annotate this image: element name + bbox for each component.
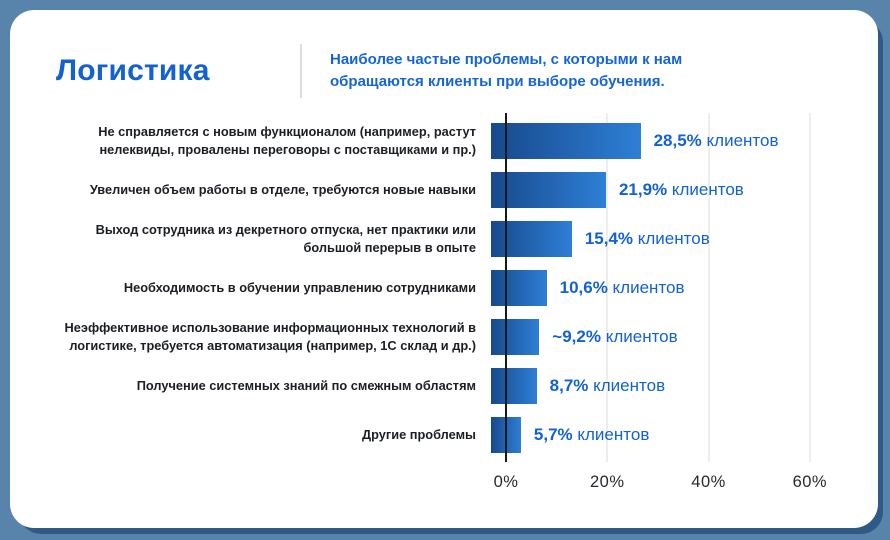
category-label: Получение системных знаний по смежным об… bbox=[136, 377, 476, 393]
bar-track: 10,6% клиентов bbox=[491, 269, 860, 306]
bar-chart: Не справляется с новым функционалом (нап… bbox=[56, 113, 862, 499]
value-label: 10,6% клиентов bbox=[560, 278, 685, 298]
value-percent: 8,7% bbox=[549, 375, 589, 395]
slide-card: Логистика Наиболее частые проблемы, с ко… bbox=[10, 10, 878, 528]
bar bbox=[491, 416, 521, 453]
value-suffix: клиентов bbox=[572, 424, 650, 444]
x-axis: 0% 20% 40% 60% bbox=[494, 459, 862, 499]
bar-track: 28,5% клиентов bbox=[491, 122, 860, 159]
bar-track: 15,4% клиентов bbox=[491, 220, 860, 257]
value-suffix: клиентов bbox=[588, 375, 666, 395]
chart-row: Выход сотрудника из декретного отпуска, … bbox=[56, 214, 860, 263]
chart-row: Не справляется с новым функционалом (нап… bbox=[56, 116, 860, 165]
value-suffix: клиентов bbox=[607, 277, 685, 297]
header-divider bbox=[300, 44, 302, 98]
bar-track: 21,9% клиентов bbox=[491, 171, 860, 208]
category-label: Другие проблемы bbox=[361, 426, 476, 442]
value-percent: ~9,2% bbox=[552, 326, 601, 346]
category-label: Выход сотрудника из декретного отпуска, … bbox=[95, 222, 476, 255]
value-percent: 21,9% bbox=[618, 179, 668, 199]
value-percent: 5,7% bbox=[533, 424, 573, 444]
x-tick-label: 60% bbox=[792, 473, 828, 491]
category-label: Увеличен объем работы в отделе, требуютс… bbox=[89, 181, 476, 197]
page-title: Логистика bbox=[56, 54, 210, 87]
value-label: 8,7% клиентов bbox=[550, 376, 665, 396]
value-label: 15,4% клиентов bbox=[585, 229, 710, 249]
category-label: Необходимость в обучении управлению сотр… bbox=[123, 279, 476, 295]
bar bbox=[491, 367, 537, 404]
chart-row: Увеличен объем работы в отделе, требуютс… bbox=[56, 165, 860, 214]
value-label: 21,9% клиентов bbox=[619, 180, 744, 200]
page-subtitle: Наиболее частые проблемы, с которыми к н… bbox=[330, 50, 683, 91]
value-suffix: клиентов bbox=[600, 326, 678, 346]
category-label: Неэффективное использование информационн… bbox=[64, 320, 476, 353]
value-label: 5,7% клиентов bbox=[534, 425, 649, 445]
bar bbox=[491, 122, 641, 159]
bar-chart-rows: Не справляется с новым функционалом (нап… bbox=[56, 116, 860, 459]
x-tick-label: 0% bbox=[493, 473, 519, 491]
bar bbox=[491, 318, 540, 355]
value-percent: 10,6% bbox=[559, 277, 608, 297]
x-tick-label: 40% bbox=[691, 473, 726, 491]
x-tick-label: 20% bbox=[590, 473, 625, 491]
value-percent: 28,5% bbox=[653, 130, 702, 150]
chart-row: Неэффективное использование информационн… bbox=[56, 312, 860, 361]
bar-track: 8,7% клиентов bbox=[491, 367, 860, 404]
chart-row: Получение системных знаний по смежным об… bbox=[56, 361, 860, 410]
chart-row: Необходимость в обучении управлению сотр… bbox=[56, 263, 860, 312]
category-label: Не справляется с новым функционалом (нап… bbox=[98, 124, 476, 157]
value-label: ~9,2% клиентов bbox=[552, 327, 677, 347]
bar-track: ~9,2% клиентов bbox=[491, 318, 860, 355]
chart-row: Другие проблемы 5,7% клиентов bbox=[56, 410, 860, 459]
value-suffix: клиентов bbox=[667, 179, 744, 199]
value-label: 28,5% клиентов bbox=[654, 131, 779, 151]
value-percent: 15,4% bbox=[584, 228, 634, 248]
bar bbox=[491, 269, 547, 306]
value-suffix: клиентов bbox=[701, 130, 779, 150]
header: Логистика Наиболее частые проблемы, с ко… bbox=[56, 40, 860, 102]
bar bbox=[491, 171, 606, 208]
bar bbox=[491, 220, 572, 257]
value-suffix: клиентов bbox=[633, 228, 710, 248]
bar-track: 5,7% клиентов bbox=[491, 416, 860, 453]
